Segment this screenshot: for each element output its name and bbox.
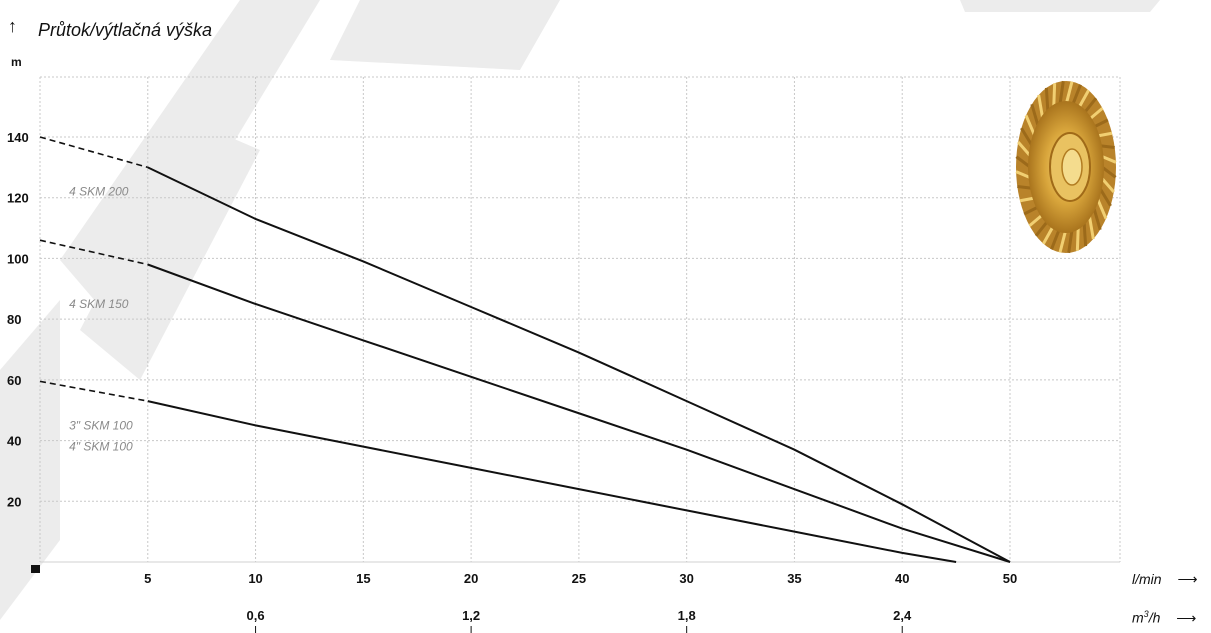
x-tick-label: 50 bbox=[1003, 571, 1017, 586]
tick-labels: 20 40 60 80 100 120 140 5 10 15 20 25 30 35 40 50 0,6 1,2… bbox=[7, 130, 1017, 633]
impeller-blade bbox=[1020, 127, 1034, 147]
impeller-blade bbox=[1100, 154, 1117, 164]
impeller-blade bbox=[1087, 214, 1095, 240]
series-line bbox=[147, 400, 957, 563]
arrow-right-icon: ⟶ bbox=[1176, 609, 1197, 626]
impeller-blade bbox=[1023, 205, 1040, 216]
arrow-right-icon: ⟶ bbox=[1177, 571, 1198, 587]
y-tick-label: 60 bbox=[7, 373, 21, 388]
x-unit-label: l/min ⟶ bbox=[1132, 571, 1198, 588]
series-lines bbox=[39, 136, 1011, 563]
impeller-blade bbox=[1092, 206, 1102, 231]
impeller-image bbox=[1015, 80, 1117, 254]
impeller-blade bbox=[1028, 213, 1044, 227]
x2-tick-label: 2,4 bbox=[893, 608, 912, 623]
x-tick-label: 15 bbox=[356, 571, 370, 586]
origin-marker bbox=[31, 565, 40, 573]
impeller-blade bbox=[1092, 118, 1109, 129]
series-dashed-extension bbox=[39, 239, 148, 266]
y-tick-label: 100 bbox=[7, 251, 29, 266]
impeller-blade bbox=[1096, 131, 1113, 138]
impeller-blade bbox=[1019, 196, 1036, 203]
x2-tick-label: 1,2 bbox=[462, 608, 480, 623]
series-label: 4 SKM 150 bbox=[69, 297, 129, 311]
series-line bbox=[147, 166, 1011, 563]
impeller-blade bbox=[1095, 197, 1108, 220]
x-tick-label: 10 bbox=[248, 571, 262, 586]
series-line bbox=[147, 263, 1011, 563]
x2-unit-label: m3/h ⟶ bbox=[1132, 609, 1196, 627]
impeller-blade bbox=[1015, 170, 1032, 180]
x-unit-text: l/min bbox=[1132, 571, 1162, 587]
x-tick-label: 40 bbox=[895, 571, 909, 586]
y-tick-label: 80 bbox=[7, 312, 21, 327]
impeller-blade bbox=[1099, 144, 1115, 149]
y-tick-label: 20 bbox=[7, 494, 21, 509]
series-dashed-extension bbox=[39, 380, 148, 402]
x-tick-label: 25 bbox=[572, 571, 586, 586]
impeller-blade bbox=[1101, 165, 1117, 179]
impeller-blade bbox=[1082, 220, 1088, 247]
impeller-blade bbox=[1037, 94, 1045, 120]
impeller-blade bbox=[1044, 87, 1050, 114]
series-dashed-extension bbox=[39, 136, 148, 169]
y-tick-label: 140 bbox=[7, 130, 29, 145]
axes bbox=[31, 561, 1120, 573]
x-tick-label: 30 bbox=[679, 571, 693, 586]
impeller-blade bbox=[1030, 103, 1040, 128]
x2-unit-tail: /h bbox=[1148, 609, 1161, 626]
series-label: 4 SKM 200 bbox=[69, 185, 129, 199]
series-label: 3" SKM 100 bbox=[69, 418, 133, 432]
x2-unit-base: m bbox=[1132, 609, 1144, 626]
impeller-blade bbox=[1015, 155, 1031, 169]
impeller-blade bbox=[1024, 114, 1037, 137]
y-unit-label: m bbox=[11, 55, 22, 69]
x-tick-label: 5 bbox=[144, 571, 151, 586]
y-tick-label: 120 bbox=[7, 191, 29, 206]
watermark bbox=[0, 0, 1160, 620]
x-tick-label: 20 bbox=[464, 571, 478, 586]
x2-tick-label: 1,8 bbox=[678, 608, 696, 623]
series-label: 4" SKM 100 bbox=[69, 440, 133, 454]
impeller-blade bbox=[1082, 97, 1098, 115]
y-tick-label: 40 bbox=[7, 434, 21, 449]
impeller-blade bbox=[1098, 187, 1112, 207]
x2-tick-label: 0,6 bbox=[247, 608, 265, 623]
impeller-blade bbox=[1100, 176, 1115, 193]
chart-title-text: Průtok/výtlačná výška bbox=[38, 20, 213, 40]
arrow-up-icon: ↑ bbox=[8, 16, 17, 36]
x-tick-label: 35 bbox=[787, 571, 801, 586]
impeller-blade bbox=[1034, 219, 1050, 237]
impeller-blade bbox=[1017, 141, 1032, 158]
grid bbox=[39, 76, 1121, 562]
x2-unit-sup: 3 bbox=[1143, 609, 1149, 619]
impeller-blade bbox=[1017, 185, 1033, 190]
impeller-blade bbox=[1088, 107, 1104, 121]
chart-title: ↑ Průtok/výtlačná výška bbox=[8, 16, 213, 41]
